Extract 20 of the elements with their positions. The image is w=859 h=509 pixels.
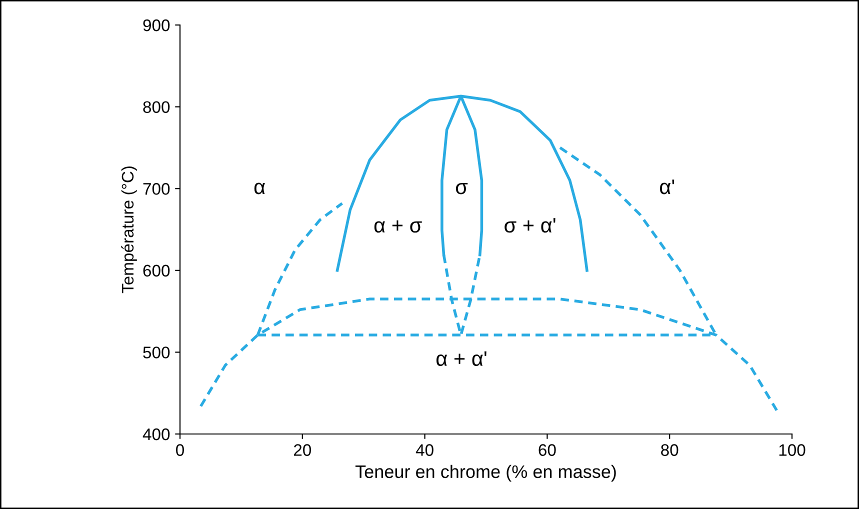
y-axis-title: Température (°C) xyxy=(121,166,137,294)
y-tick-label: 600 xyxy=(143,264,170,277)
x-tick-label: 100 xyxy=(779,444,806,456)
y-tick-label: 500 xyxy=(143,346,170,358)
y-tick-label: 900 xyxy=(143,19,170,32)
y-tick-label: 700 xyxy=(143,183,170,195)
y-tick-label: 800 xyxy=(143,101,170,114)
annotation: α + α' xyxy=(436,351,486,366)
annotation: σ xyxy=(456,182,468,194)
annotation: σ + α' xyxy=(504,218,556,233)
x-tick-label: 0 xyxy=(176,444,184,456)
annotation: α' xyxy=(660,180,674,194)
x-tick-label: 40 xyxy=(416,444,434,456)
x-tick-label: 80 xyxy=(661,444,678,456)
y-tick-label: 400 xyxy=(142,428,170,440)
x-tick-label: 60 xyxy=(538,444,556,456)
x-tick-label: 20 xyxy=(294,444,312,456)
x-axis-title: Teneur en chrome (% en masse) xyxy=(355,464,616,482)
annotation: α xyxy=(254,182,265,194)
annotation: α + σ xyxy=(374,220,422,233)
